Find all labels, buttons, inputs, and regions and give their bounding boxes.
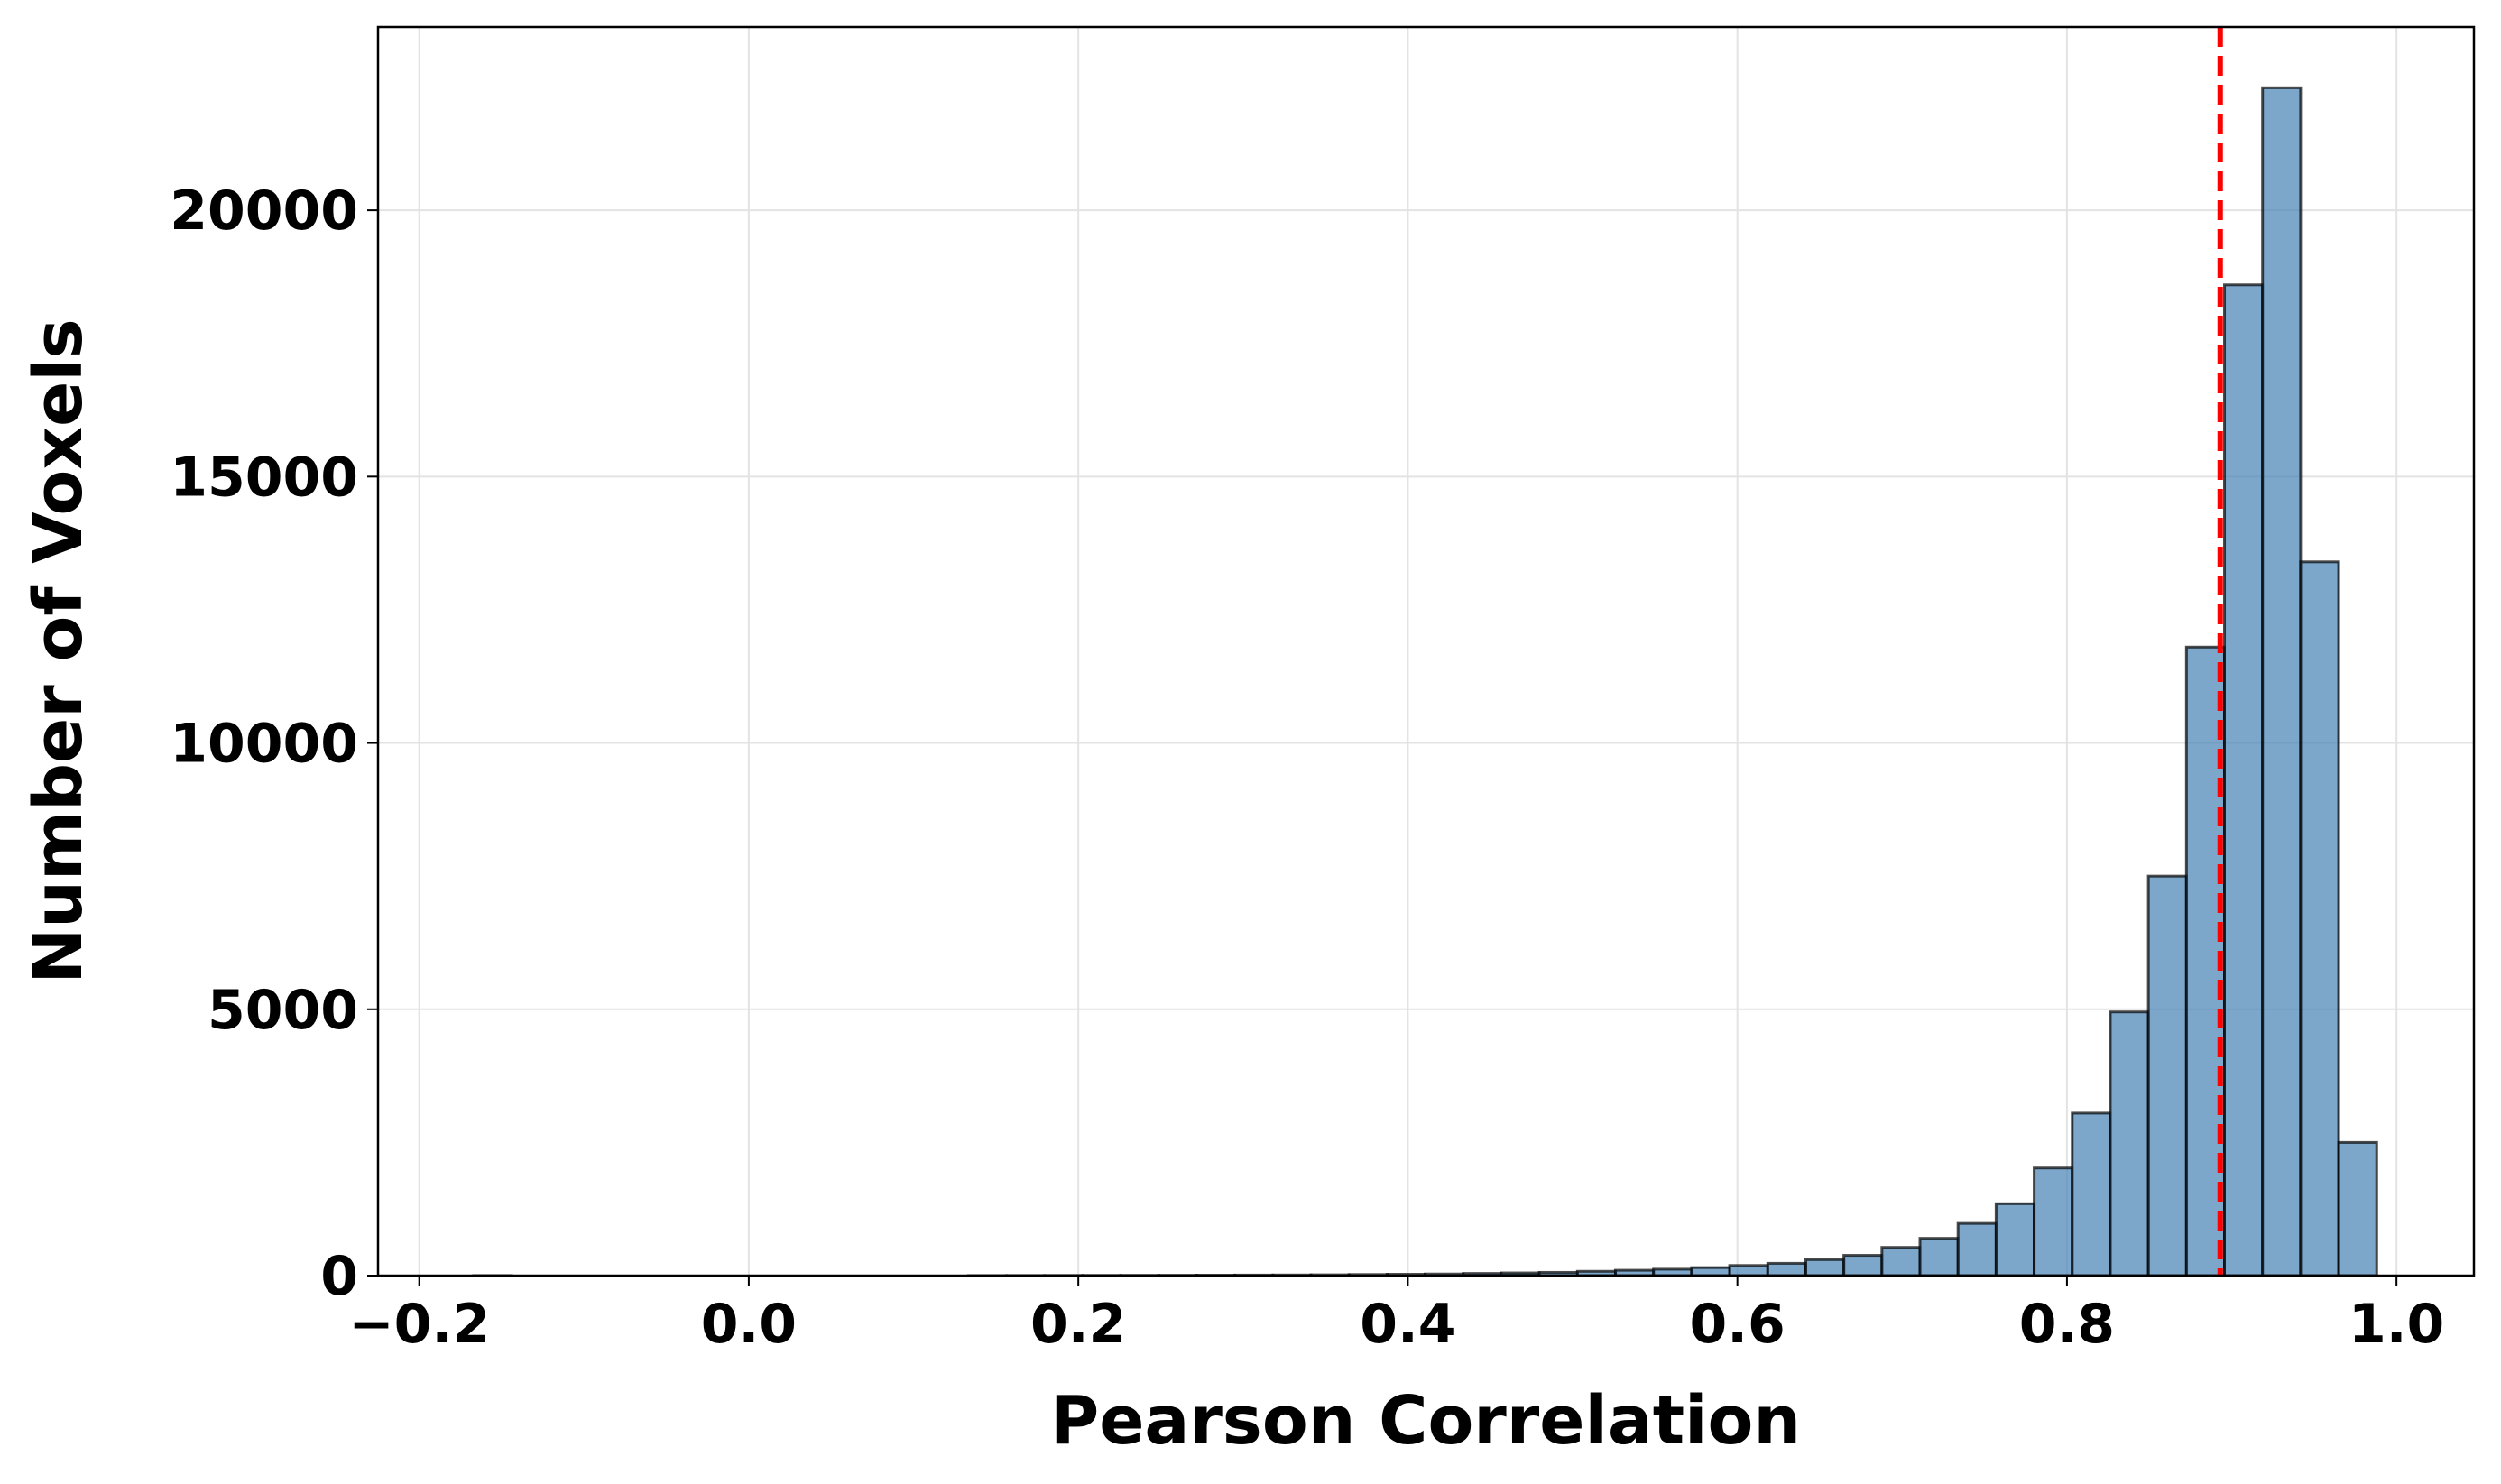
bar bbox=[1880, 1246, 1922, 1277]
x-tick-label: 1.0 bbox=[2349, 1293, 2444, 1356]
x-tick-label: 0.2 bbox=[1030, 1293, 1126, 1356]
y-tick-label: 20000 bbox=[170, 180, 358, 243]
y-tick-label: 0 bbox=[320, 1245, 358, 1308]
y-tick-label: 5000 bbox=[208, 979, 358, 1042]
y-tick-label: 15000 bbox=[170, 446, 358, 509]
bar bbox=[2109, 1010, 2150, 1277]
plot-frame bbox=[376, 25, 2476, 1277]
bar bbox=[1804, 1258, 1846, 1277]
bar bbox=[1956, 1221, 1998, 1277]
y-axis-label: Number of Voxels bbox=[20, 318, 97, 983]
x-tick-label: 0.0 bbox=[701, 1293, 797, 1356]
bar bbox=[1766, 1261, 1807, 1277]
x-axis-label: Pearson Correlation bbox=[1050, 1382, 1801, 1460]
x-tick-label: −0.2 bbox=[348, 1293, 490, 1356]
bar bbox=[2223, 283, 2265, 1277]
bar bbox=[1918, 1237, 1960, 1277]
y-tick-label: 10000 bbox=[170, 713, 358, 776]
bar bbox=[1728, 1264, 1769, 1277]
bar bbox=[2033, 1166, 2074, 1277]
x-tick-label: 0.8 bbox=[2019, 1293, 2115, 1356]
bar bbox=[1842, 1254, 1884, 1277]
bar bbox=[2261, 86, 2303, 1277]
bar bbox=[2337, 1140, 2378, 1277]
bar bbox=[1994, 1202, 2036, 1277]
bar bbox=[2299, 560, 2340, 1277]
bar bbox=[2071, 1111, 2112, 1277]
x-tick-label: 0.4 bbox=[1360, 1293, 1455, 1356]
x-tick-label: 0.6 bbox=[1690, 1293, 1786, 1356]
bar bbox=[1690, 1266, 1731, 1277]
bar bbox=[2146, 874, 2188, 1277]
